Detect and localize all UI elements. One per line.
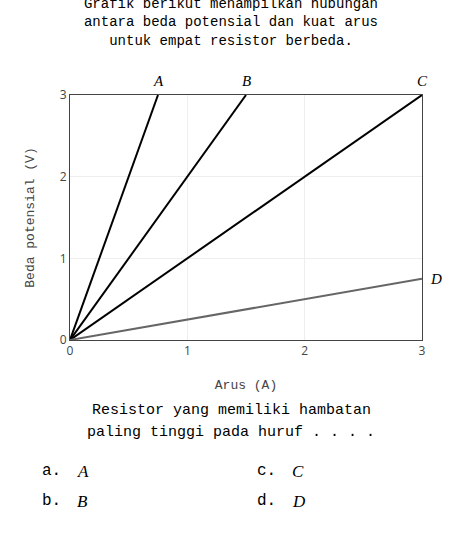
svg-text:3: 3	[60, 86, 67, 103]
svg-text:1: 1	[60, 250, 67, 267]
svg-text:d.: d.	[257, 492, 276, 510]
svg-text:0: 0	[67, 342, 74, 359]
svg-text:C: C	[292, 462, 304, 481]
svg-text:B: B	[242, 73, 251, 89]
svg-text:B: B	[77, 492, 88, 511]
svg-text:2: 2	[60, 168, 67, 185]
svg-text:3: 3	[419, 342, 426, 359]
svg-text:A: A	[77, 462, 89, 481]
svg-text:0: 0	[60, 331, 67, 348]
svg-text:Arus (A): Arus (A)	[215, 378, 277, 393]
svg-text:a.: a.	[42, 462, 61, 480]
svg-text:c.: c.	[257, 462, 276, 480]
svg-text:Resistor yang memiliki hambata: Resistor yang memiliki hambatan	[92, 402, 371, 419]
svg-text:paling tinggi pada huruf . . .: paling tinggi pada huruf . . . .	[87, 424, 375, 441]
svg-text:b.: b.	[42, 492, 61, 510]
svg-text:Grafik berikut menampilkan hub: Grafik berikut menampilkan hubunganantar…	[84, 0, 378, 49]
svg-text:C: C	[417, 73, 428, 89]
svg-text:D: D	[430, 271, 442, 287]
svg-text:D: D	[292, 492, 306, 511]
svg-text:1: 1	[184, 342, 191, 359]
svg-text:A: A	[153, 73, 164, 89]
svg-text:2: 2	[301, 342, 308, 359]
svg-text:Beda potensial (V): Beda potensial (V)	[23, 147, 38, 287]
